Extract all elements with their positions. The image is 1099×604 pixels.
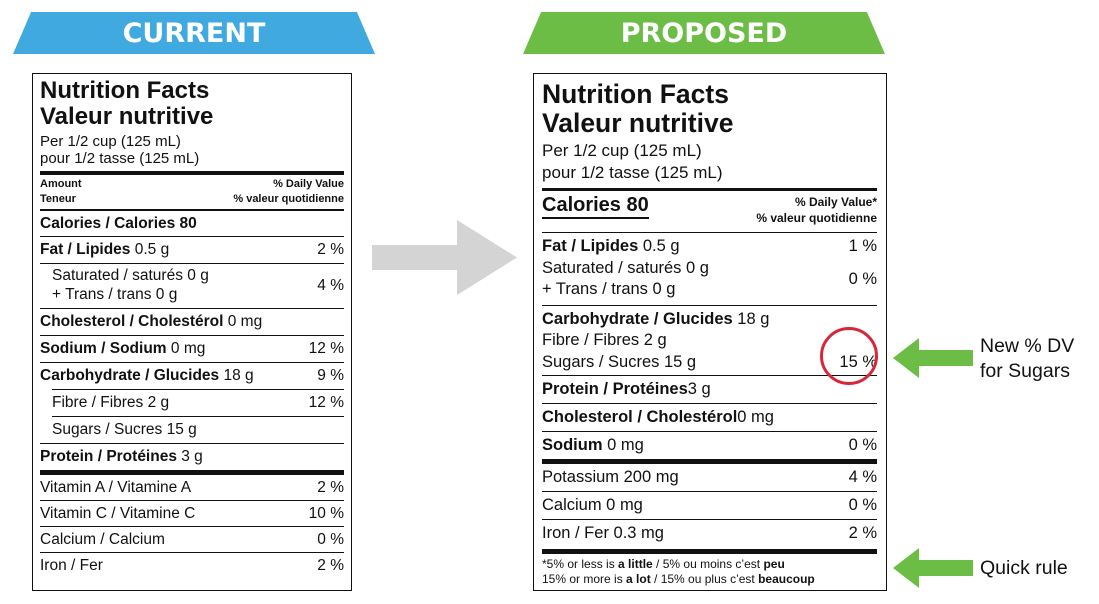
current-banner: CURRENT bbox=[13, 12, 375, 54]
proposed-row-saturated: Saturated / saturés 0 g + Trans / trans 0… bbox=[542, 258, 877, 299]
current-row-sugars: Sugars / Sucres 15 g bbox=[52, 421, 197, 438]
sugars-dv-highlight-circle bbox=[820, 327, 878, 385]
proposed-fat-group: Fat / Lipides 0.5 g 1 % Saturated / satu… bbox=[542, 233, 877, 304]
proposed-row-sodium: Sodium 0 mg 0 % bbox=[542, 436, 877, 455]
current-dv-en: % Daily Value bbox=[273, 178, 344, 191]
current-title-fr: Valeur nutritive bbox=[40, 102, 214, 130]
proposed-footnote: *5% or less is a little / 5% ou moins c’… bbox=[542, 554, 877, 587]
current-row-calcium: Calcium / Calcium 0 % bbox=[40, 530, 344, 548]
proposed-dv-en: % Daily Value* bbox=[794, 195, 877, 210]
current-amount-fr: Teneur bbox=[40, 193, 76, 206]
current-header-row: Amount Teneur % Daily Value % valeur quo… bbox=[40, 177, 344, 207]
proposed-footnote-line1: *5% or less is a little / 5% ou moins c’… bbox=[542, 557, 785, 572]
proposed-row-cholesterol: Cholesterol / Cholestérol 0 mg bbox=[542, 408, 774, 427]
current-serving-fr: pour 1/2 tasse (125 mL) bbox=[40, 150, 200, 168]
current-row-cholesterol: Cholesterol / Cholestérol 0 mg bbox=[40, 313, 263, 330]
current-title-en: Nutrition Facts bbox=[40, 77, 210, 104]
note-quick-rule: Quick rule bbox=[980, 557, 1068, 579]
current-row-carbohydrate: Carbohydrate / Glucides 18 g 9 % bbox=[40, 367, 344, 384]
proposed-dv-fr: % valeur quotidienne bbox=[756, 211, 877, 225]
current-divider-thick bbox=[40, 171, 344, 176]
current-serving-en: Per 1/2 cup (125 mL) bbox=[40, 132, 181, 150]
proposed-row-carbohydrate: Carbohydrate / Glucides 18 g bbox=[542, 309, 770, 328]
current-calories: Calories / Calories 80 bbox=[40, 214, 197, 232]
proposed-nutrition-label: Nutrition Facts Valeur nutritive Per 1/2… bbox=[533, 73, 887, 591]
proposed-row-potassium: Potassium 200 mg 4 % bbox=[542, 468, 877, 487]
note-new-dv-sugars: New % DV for Sugars bbox=[980, 335, 1075, 383]
proposed-row-fibre: Fibre / Fibres 2 g bbox=[542, 331, 667, 350]
proposed-footnote-line2: 15% or more is a lot / 15% ou plus c’est… bbox=[542, 572, 815, 587]
proposed-row-protein: Protein / Protéines 3 g bbox=[542, 380, 711, 399]
proposed-row-iron: Iron / Fer 0.3 mg 2 % bbox=[542, 524, 877, 543]
proposed-title-fr: Valeur nutritive bbox=[542, 107, 734, 138]
current-row-fibre: Fibre / Fibres 2 g 12 % bbox=[52, 394, 344, 411]
current-row-sodium: Sodium / Sodium 0 mg 12 % bbox=[40, 340, 344, 357]
proposed-banner: PROPOSED bbox=[523, 12, 885, 54]
proposed-title-en: Nutrition Facts bbox=[542, 79, 729, 109]
current-row-vitamin-c: Vitamin C / Vitamine C 10 % bbox=[40, 504, 344, 522]
proposed-calories-row: Calories 80 % Daily Value* % valeur quot… bbox=[542, 191, 877, 232]
arrow-left-icon bbox=[893, 338, 973, 378]
current-row-protein: Protein / Protéines 3 g bbox=[40, 448, 203, 465]
arrow-right-icon bbox=[372, 220, 517, 295]
proposed-row-fat: Fat / Lipides 0.5 g 1 % bbox=[542, 237, 877, 256]
proposed-serving-en: Per 1/2 cup (125 mL) bbox=[542, 141, 702, 161]
arrow-left-icon bbox=[893, 548, 973, 588]
proposed-serving-fr: pour 1/2 tasse (125 mL) bbox=[542, 163, 723, 183]
proposed-calories: Calories 80 bbox=[542, 194, 649, 220]
current-dv-fr: % valeur quotidienne bbox=[233, 193, 344, 206]
current-amount-en: Amount bbox=[40, 178, 82, 191]
current-nutrition-label: Nutrition Facts Valeur nutritive Per 1/2… bbox=[32, 73, 352, 591]
proposed-row-calcium: Calcium 0 mg 0 % bbox=[542, 496, 877, 515]
current-row-iron: Iron / Fer 2 % bbox=[40, 556, 344, 574]
current-row-saturated: Saturated / saturés 0 g + Trans / trans 0… bbox=[52, 267, 344, 303]
current-row-fat: Fat / Lipides 0.5 g 2 % bbox=[40, 241, 344, 258]
